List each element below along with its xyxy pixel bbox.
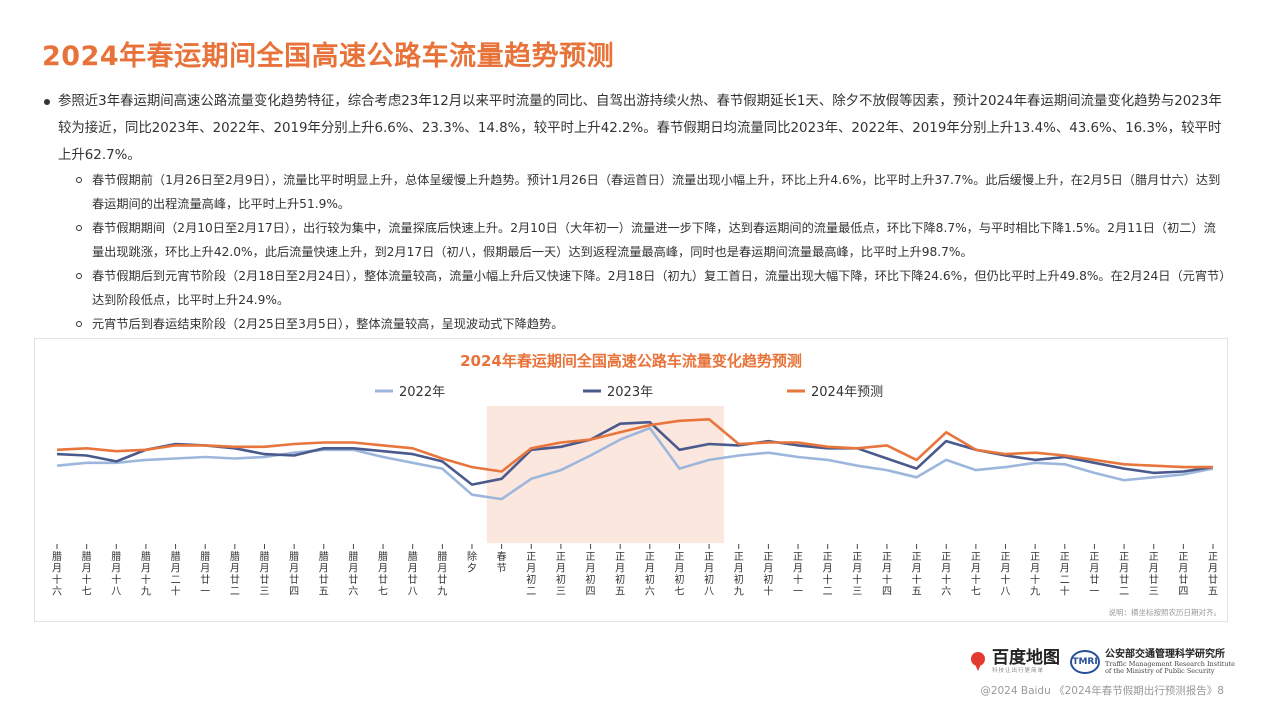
x-tick-label: 正月十三 xyxy=(852,552,862,598)
sub-bullet-ring xyxy=(76,225,82,231)
x-tick-label: 正月初三 xyxy=(556,552,566,598)
sub-bullet-ring xyxy=(76,273,82,279)
legend-label-1: 2022年 xyxy=(399,385,445,400)
x-tick-label: 腊月廿六 xyxy=(348,551,358,598)
tmri-logo-name: 公安部交通管理科学研究所 xyxy=(1105,649,1225,660)
holiday-highlight-band xyxy=(486,406,724,543)
page-title: 2024年春运期间全国高速公路车流量趋势预测 xyxy=(42,41,615,72)
x-tick-label: 腊月廿三 xyxy=(259,551,269,598)
legend-label-3: 2024年预测 xyxy=(811,385,883,400)
chart-note: 说明：横坐标按照农历日期对齐。 xyxy=(1109,607,1222,617)
x-tick-label: 正月初六 xyxy=(645,552,655,598)
x-tick-label: 正月十一 xyxy=(793,552,803,598)
x-tick-label: 正月十五 xyxy=(912,552,922,598)
x-tick-label: 正月廿三 xyxy=(1149,552,1159,598)
x-tick-label: 正月廿一 xyxy=(1089,552,1099,598)
x-tick-label: 正月初八 xyxy=(704,552,714,598)
series-line-1 xyxy=(56,426,1214,501)
x-tick-label: 正月十六 xyxy=(941,552,951,598)
baidu-logo-tagline: 科技让出行更简单 xyxy=(992,668,1045,674)
x-tick-label: 腊月十六 xyxy=(52,551,62,598)
sub-bullet-text: 春节假期期间（2月10日至2月17日），出行较为集中，流量探底后快速上升。2月1… xyxy=(92,221,1216,259)
x-tick-label: 正月廿二 xyxy=(1119,552,1129,598)
x-tick-label: 腊月十九 xyxy=(141,551,151,598)
x-tick-label: 正月初十 xyxy=(763,552,773,598)
baidu-map-logo: 百度地图 科技让出行更简单 xyxy=(970,644,1060,680)
x-tick-label: 正月初五 xyxy=(615,552,625,598)
x-tick-label: 腊月廿八 xyxy=(408,551,418,598)
x-tick-label: 腊月廿七 xyxy=(378,551,388,598)
x-tick-label: 正月初四 xyxy=(586,552,596,598)
sub-bullet-ring xyxy=(76,321,82,327)
line-chart: 2024年春运期间全国高速公路车流量变化趋势预测 2022年 2023年 2024年预… xyxy=(52,352,1222,617)
chart-title: 2024年春运期间全国高速公路车流量变化趋势预测 xyxy=(460,352,802,370)
x-tick-label: 正月十七 xyxy=(971,552,981,598)
main-bullet: 参照近3年春运期间高速公路流量变化趋势特征，综合考虑23年12月以来平时流量的同… xyxy=(44,88,1234,169)
x-tick-label: 腊月廿四 xyxy=(289,551,299,598)
sub-bullet-2: 春节假期期间（2月10日至2月17日），出行较为集中，流量探底后快速上升。2月1… xyxy=(76,216,1228,264)
x-tick-label: 腊月十七 xyxy=(82,551,92,598)
sub-bullet-4: 元宵节后到春运结束阶段（2月25日至3月5日），整体流量较高，呈现波动式下降趋势… xyxy=(76,312,1228,336)
x-tick-label: 正月廿五 xyxy=(1208,552,1218,598)
bullet-dot xyxy=(44,99,50,105)
x-tick-label: 正月初九 xyxy=(734,552,744,598)
sub-bullet-1: 春节假期前（1月26日至2月9日），流量比平时明显上升，总体呈缓慢上升趋势。预计… xyxy=(76,168,1228,216)
x-tick-label: 正月十四 xyxy=(882,552,892,598)
x-tick-label: 腊月廿九 xyxy=(437,551,447,598)
sub-bullet-text: 元宵节后到春运结束阶段（2月25日至3月5日），整体流量较高，呈现波动式下降趋势… xyxy=(92,317,564,331)
x-tick-label: 正月廿四 xyxy=(1178,552,1188,598)
x-tick-label: 腊月廿一 xyxy=(200,551,210,598)
x-tick-label: 腊月十八 xyxy=(111,551,121,598)
x-tick-label: 腊月二十 xyxy=(171,551,181,598)
x-tick-label: 春节 xyxy=(497,551,507,575)
page-footer: @2024 Baidu 《2024年春节假期出行预测报告》8 xyxy=(980,685,1224,697)
tmri-logo: TMRI 公安部交通管理科学研究所 Traffic Management Res… xyxy=(1070,644,1235,680)
tmri-emblem-icon: TMRI xyxy=(1070,650,1100,674)
x-tick-label: 除夕 xyxy=(467,550,477,575)
x-tick-label: 正月初七 xyxy=(674,552,684,598)
x-tick-label: 正月十二 xyxy=(823,552,833,598)
sub-bullet-text: 春节假期前（1月26日至2月9日），流量比平时明显上升，总体呈缓慢上升趋势。预计… xyxy=(92,173,1221,211)
legend-label-2: 2023年 xyxy=(607,385,653,400)
x-tick-label: 腊月廿二 xyxy=(230,551,240,598)
sub-bullet-3: 春节假期后到元宵节阶段（2月18日至2月24日），整体流量较高，流量小幅上升后又… xyxy=(76,264,1228,312)
sub-bullet-list: 春节假期前（1月26日至2月9日），流量比平时明显上升，总体呈缓慢上升趋势。预计… xyxy=(76,168,1228,336)
series-line-2 xyxy=(56,420,1214,486)
x-tick-label: 正月初二 xyxy=(526,552,536,598)
tmri-logo-english-2: of the Ministry of Public Security xyxy=(1105,667,1215,675)
x-tick-label: 正月十八 xyxy=(1001,552,1011,598)
map-pin-icon xyxy=(970,652,986,672)
x-tick-label: 正月十九 xyxy=(1030,552,1040,598)
tmri-logo-english-1: Traffic Management Research Institute xyxy=(1105,660,1236,668)
main-bullet-text: 参照近3年春运期间高速公路流量变化趋势特征，综合考虑23年12月以来平时流量的同… xyxy=(58,94,1222,163)
series-line-3 xyxy=(56,418,1213,473)
baidu-logo-name: 百度地图 xyxy=(992,648,1060,668)
x-tick-label: 腊月廿五 xyxy=(319,551,329,598)
x-tick-label: 正月二十 xyxy=(1060,552,1070,598)
chart-panel: 2024年春运期间全国高速公路车流量变化趋势预测 2022年 2023年 2024年预… xyxy=(34,338,1228,622)
sub-bullet-text: 春节假期后到元宵节阶段（2月18日至2月24日），整体流量较高，流量小幅上升后又… xyxy=(92,269,1226,307)
sub-bullet-ring xyxy=(76,177,82,183)
